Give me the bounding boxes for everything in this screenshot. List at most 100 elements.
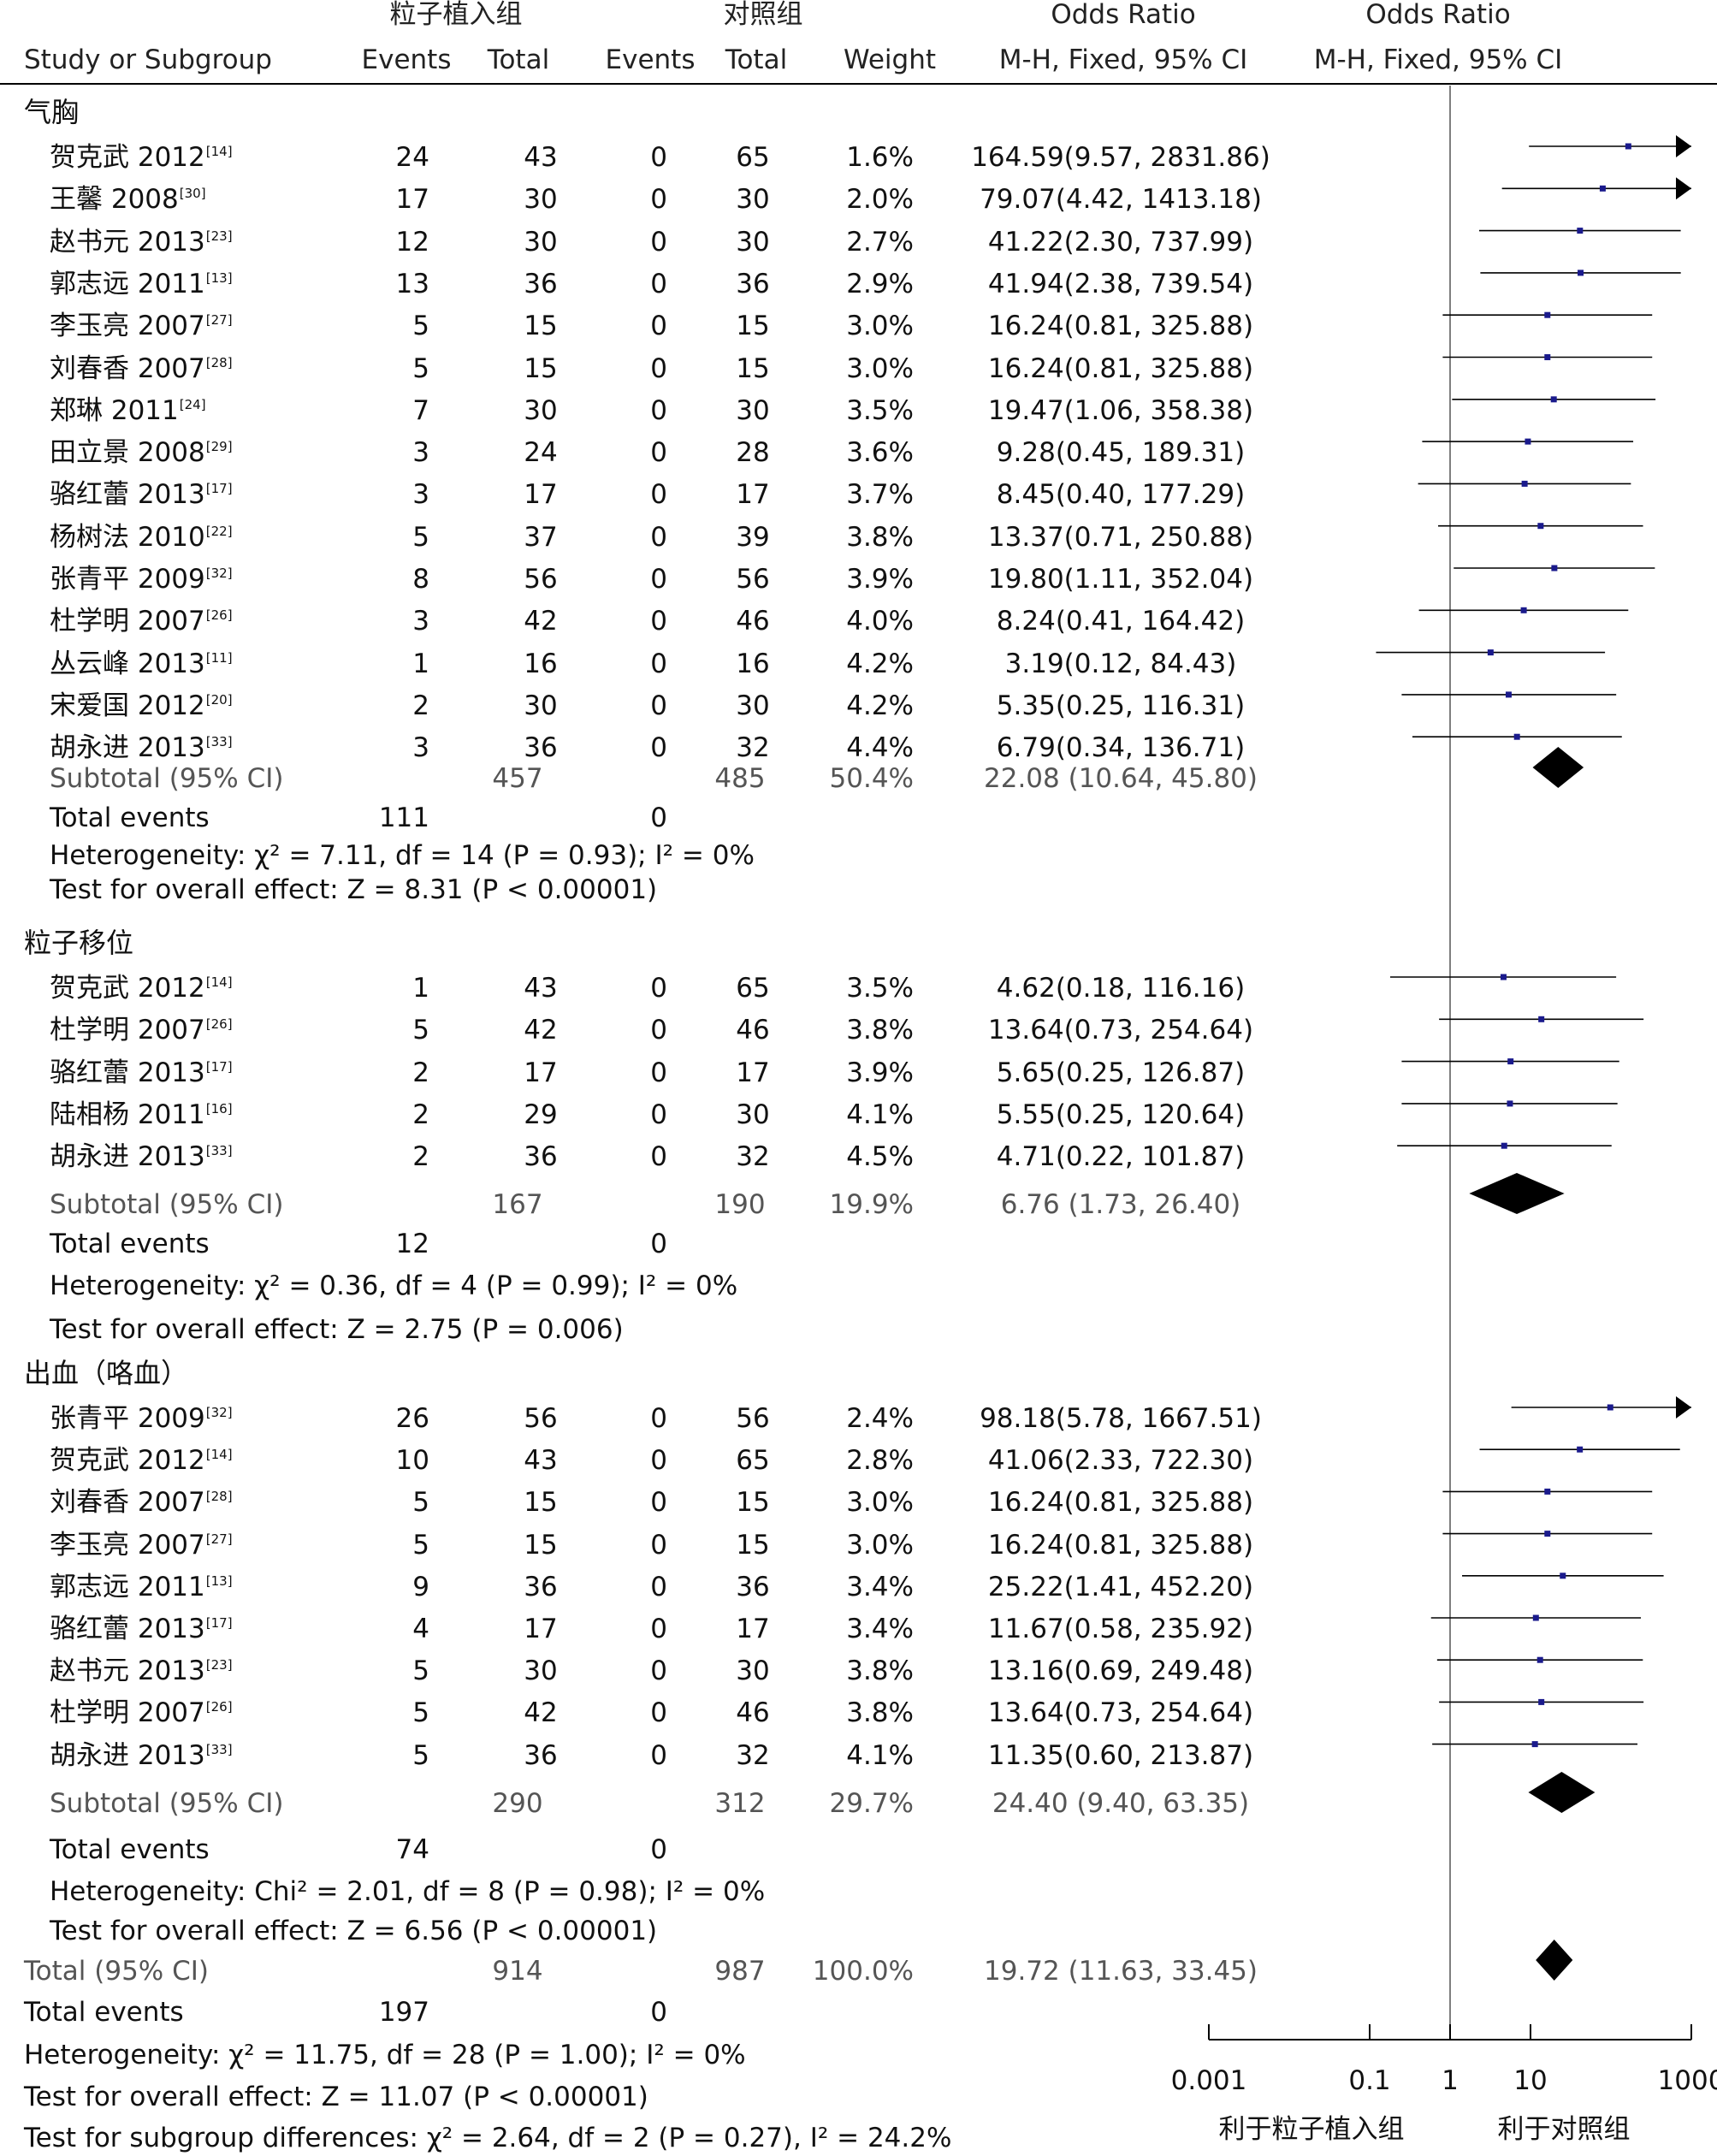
- header-group-treat: 粒子植入组: [389, 0, 523, 30]
- study-weight: 4.4%: [846, 732, 914, 764]
- study-weight: 4.1%: [846, 1739, 914, 1771]
- study-total-control: 46: [736, 1697, 770, 1729]
- total-events-treat: 12: [395, 1229, 429, 1259]
- study-name: 刘春香 2007[28]: [50, 352, 233, 384]
- study-point: [1577, 1446, 1584, 1453]
- study-name: 张青平 2009[32]: [50, 1403, 233, 1434]
- study-total-treat: 15: [524, 311, 558, 342]
- study-0-1-ci-arrow: [1676, 177, 1691, 200]
- study-reference: [32]: [205, 1405, 233, 1420]
- header-or-method-1: M-H, Fixed, 95% CI: [998, 44, 1248, 75]
- header-study: Study or Subgroup: [24, 44, 272, 75]
- study-weight: 3.0%: [846, 311, 914, 342]
- study-name: 骆红蕾 2013[17]: [50, 1057, 233, 1088]
- study-point: [1513, 733, 1520, 740]
- study-point: [1507, 1058, 1514, 1065]
- study-total-control: 32: [736, 732, 770, 764]
- study-weight: 3.8%: [846, 521, 914, 553]
- study-weight: 4.2%: [846, 648, 914, 679]
- study-point: [1538, 1698, 1545, 1705]
- subtotal-ci: 22.08 (10.64, 45.80): [984, 763, 1258, 794]
- x-tick-label: 1: [1442, 2065, 1459, 2096]
- total-diamond: [1536, 1940, 1573, 1981]
- study-point: [1500, 974, 1507, 980]
- study-name: 田立景 2008[29]: [50, 437, 233, 469]
- study-reference: [33]: [205, 734, 233, 750]
- study-reference: [20]: [205, 691, 233, 708]
- study-reference: [26]: [205, 1699, 233, 1715]
- study-events-treat: 17: [395, 184, 429, 216]
- subtotal-diamond: [1528, 1772, 1596, 1813]
- study-events-control: 0: [650, 437, 667, 469]
- study-reference: [23]: [205, 1657, 233, 1673]
- study-total-treat: 43: [524, 142, 558, 173]
- header-total: Total: [487, 44, 550, 75]
- study-point: [1599, 185, 1606, 192]
- study-ci: 3.19(0.12, 84.43): [1004, 648, 1237, 679]
- x-tick-label: 1000: [1657, 2065, 1717, 2096]
- study-events-treat: 5: [412, 352, 429, 384]
- study-reference: [22]: [205, 523, 233, 539]
- study-events-control: 0: [650, 521, 667, 553]
- study-weight: 3.7%: [846, 479, 914, 511]
- total-total-control: 987: [714, 1956, 766, 1987]
- study-total-treat: 30: [524, 394, 558, 426]
- header-or-method-2: M-H, Fixed, 95% CI: [1313, 44, 1563, 75]
- study-reference: [11]: [205, 649, 233, 666]
- study-weight: 3.9%: [846, 564, 914, 595]
- study-events-treat: 3: [412, 606, 429, 637]
- study-ci: 9.28(0.45, 189.31): [996, 437, 1246, 469]
- study-name: 宋爱国 2012[20]: [50, 690, 233, 721]
- study-events-treat: 1: [412, 648, 429, 679]
- study-weight: 2.4%: [846, 1403, 914, 1434]
- subtotal-total-treat: 290: [492, 1788, 543, 1819]
- study-ci: 13.64(0.73, 254.64): [987, 1697, 1254, 1729]
- study-ci: 8.24(0.41, 164.42): [996, 606, 1246, 637]
- study-total-treat: 36: [524, 1141, 558, 1173]
- study-reference: [28]: [205, 354, 233, 370]
- study-point: [1544, 1531, 1551, 1537]
- subtotal-total-control: 312: [714, 1788, 766, 1819]
- study-reference: [16]: [205, 1100, 233, 1116]
- study-name: 杨树法 2010[22]: [50, 521, 233, 553]
- study-events-control: 0: [650, 1445, 667, 1477]
- study-total-control: 46: [736, 606, 770, 637]
- study-0-0-ci-arrow: [1676, 135, 1691, 157]
- study-total-treat: 30: [524, 1656, 558, 1687]
- study-reference: [17]: [205, 1615, 233, 1631]
- study-weight: 3.0%: [846, 1529, 914, 1561]
- study-point: [1536, 1656, 1543, 1663]
- study-ci: 41.06(2.33, 722.30): [987, 1445, 1254, 1477]
- study-events-treat: 2: [412, 1141, 429, 1173]
- subtotal-total-control: 485: [714, 763, 766, 794]
- subgroup-differences: Test for subgroup differences: χ² = 2.64…: [24, 2123, 952, 2153]
- study-total-control: 30: [736, 1099, 770, 1130]
- study-weight: 4.0%: [846, 606, 914, 637]
- study-point: [1560, 1573, 1566, 1579]
- study-events-treat: 12: [395, 226, 429, 258]
- study-ci: 8.45(0.40, 177.29): [996, 479, 1246, 511]
- study-events-control: 0: [650, 184, 667, 216]
- study-events-control: 0: [650, 1099, 667, 1130]
- subtotal-diamond: [1532, 747, 1584, 788]
- study-total-treat: 36: [524, 732, 558, 764]
- study-weight: 1.6%: [846, 142, 914, 173]
- study-total-control: 30: [736, 394, 770, 426]
- study-events-treat: 5: [412, 1656, 429, 1687]
- study-ci: 13.64(0.73, 254.64): [987, 1015, 1254, 1046]
- overall-effect-text: Test for overall effect: Z = 6.56 (P < 0…: [50, 1916, 658, 1946]
- study-events-treat: 3: [412, 732, 429, 764]
- study-weight: 3.8%: [846, 1697, 914, 1729]
- study-ci: 5.35(0.25, 116.31): [996, 690, 1246, 721]
- study-total-control: 56: [736, 564, 770, 595]
- study-weight: 3.0%: [846, 352, 914, 384]
- study-ci: 16.24(0.81, 325.88): [987, 311, 1254, 342]
- study-point: [1537, 523, 1544, 530]
- study-total-control: 65: [736, 973, 770, 1004]
- study-reference: [14]: [205, 144, 233, 159]
- study-point: [1525, 438, 1531, 445]
- study-total-treat: 15: [524, 1487, 558, 1519]
- study-ci: 19.47(1.06, 358.38): [987, 394, 1254, 426]
- overall-events-label: Total events: [24, 1997, 184, 2028]
- study-events-treat: 24: [395, 142, 429, 173]
